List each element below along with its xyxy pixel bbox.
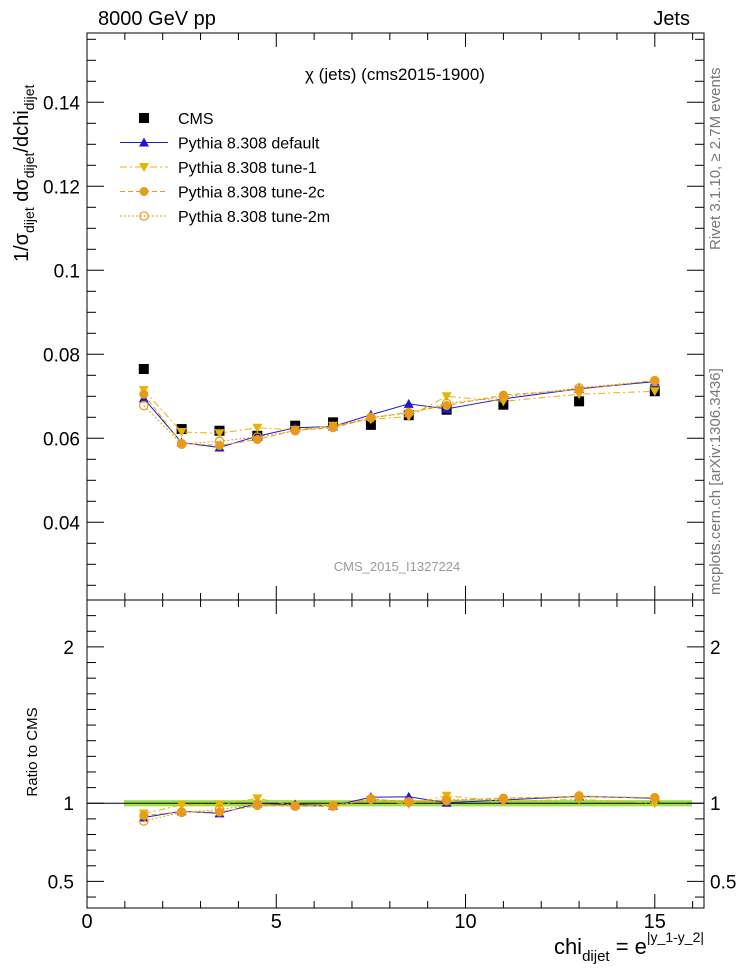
- data-point: [403, 398, 414, 408]
- ratio-point: [366, 793, 376, 804]
- x-tick-label: 10: [454, 911, 476, 933]
- legend: CMS Pythia 8.308 default Pythia 8.308 tune…: [120, 111, 330, 226]
- legend-item: CMS: [139, 111, 214, 128]
- data-point: [365, 419, 376, 430]
- series-layer: [138, 364, 660, 452]
- data-point: [574, 383, 584, 393]
- data-point: [441, 392, 452, 402]
- ratio-line-1: [143, 795, 655, 819]
- x-tick-label: 0: [81, 911, 92, 933]
- legend-marker: [139, 137, 149, 147]
- legend-label: Pythia 8.308 tune-2c: [178, 185, 325, 202]
- ratio-frame-border: [86, 599, 705, 909]
- data-point: [139, 389, 149, 399]
- data-point: [252, 432, 263, 442]
- ratio-point: [177, 807, 187, 817]
- ratio-point: [574, 791, 584, 801]
- y-axis-label: 1/σdijet dσdijet/dchidijet: [11, 85, 37, 262]
- data-point: [403, 408, 414, 418]
- x-tick-label: 15: [644, 911, 666, 933]
- y-tick-label: 0.06: [43, 429, 80, 450]
- ratio-point: [176, 807, 187, 818]
- ratio-y-tick-label: 2: [63, 638, 74, 659]
- legend-item: Pythia 8.308 tune-1: [120, 160, 317, 177]
- series-line-4: [143, 380, 655, 445]
- legend-marker: [139, 113, 149, 123]
- ratio-point: [441, 794, 452, 805]
- series-line-1: [143, 381, 655, 449]
- y-tick-label: 0.14: [43, 93, 80, 114]
- ratio-point: [138, 816, 149, 826]
- ratio-layer: [138, 791, 660, 826]
- series-line-3: [143, 379, 655, 446]
- ratio-y-tick-label-right: 2: [710, 638, 721, 659]
- data-point: [176, 428, 187, 437]
- y-tick-label: 0.04: [43, 513, 80, 534]
- header-process: 8000 GeV pp: [98, 8, 216, 30]
- ratio-y-tick-label-right: 1: [710, 794, 721, 815]
- ratio-point: [649, 792, 660, 803]
- legend-label: Pythia 8.308 tune-1: [178, 160, 317, 177]
- ratio-point: [498, 794, 509, 804]
- ratio-point: [214, 804, 225, 815]
- ratio-y-tick-label: 1: [63, 794, 74, 815]
- legend-marker: [139, 187, 149, 196]
- data-point: [176, 439, 187, 449]
- data-point: [290, 425, 300, 436]
- legend-item: Pythia 8.308 default: [120, 136, 320, 153]
- data-point: [574, 385, 584, 395]
- data-point: [498, 392, 509, 402]
- data-point: [649, 375, 660, 386]
- y-tick-label: 0.1: [54, 261, 80, 282]
- chart-title: χ (jets) (cms2015-1900): [305, 65, 485, 84]
- legend-label: CMS: [178, 111, 214, 128]
- data-point: [214, 429, 225, 439]
- ratio-y-axis-label: Ratio to CMS: [24, 707, 41, 796]
- data-point: [328, 422, 338, 432]
- data-point: [138, 400, 149, 411]
- header-observable: Jets: [653, 8, 690, 30]
- data-point: [441, 398, 452, 409]
- data-point: [649, 387, 660, 397]
- data-point: [366, 412, 376, 423]
- data-point: [214, 436, 225, 447]
- ratio-point: [404, 797, 414, 807]
- data-point: [650, 375, 660, 385]
- y-tick-label: 0.08: [43, 345, 80, 366]
- ratio-point: [403, 797, 414, 807]
- legend-marker: [139, 163, 149, 172]
- analysis-watermark: CMS_2015_I1327224: [334, 559, 461, 574]
- x-tick-label: 5: [271, 911, 282, 933]
- ratio-plot-frame: [86, 599, 705, 909]
- legend-label: Pythia 8.308 tune-2m: [178, 209, 330, 226]
- legend-label: Pythia 8.308 default: [178, 136, 320, 153]
- data-point: [574, 396, 585, 407]
- ratio-point: [328, 801, 338, 811]
- ratio-point: [252, 794, 263, 804]
- ratio-point: [252, 799, 263, 809]
- ratio-point: [441, 791, 452, 801]
- ratio-y-tick-label-right: 0.5: [710, 872, 736, 893]
- ratio-point: [290, 801, 300, 812]
- x-axis-label: chidijet = e|y_1-y_2|: [554, 929, 704, 965]
- legend-item: Pythia 8.308 tune-2c: [120, 185, 325, 202]
- data-point: [252, 423, 263, 433]
- ratio-y-tick-label: 0.5: [48, 872, 74, 893]
- legend-item: Pythia 8.308 tune-2m: [120, 209, 330, 226]
- ratio-point: [176, 801, 187, 811]
- y-tick-label: 0.12: [43, 177, 80, 198]
- ratio-point: [328, 801, 338, 811]
- data-point: [252, 435, 262, 445]
- ratio-point: [214, 807, 224, 817]
- data-point: [138, 364, 149, 374]
- legend-marker: [139, 211, 149, 221]
